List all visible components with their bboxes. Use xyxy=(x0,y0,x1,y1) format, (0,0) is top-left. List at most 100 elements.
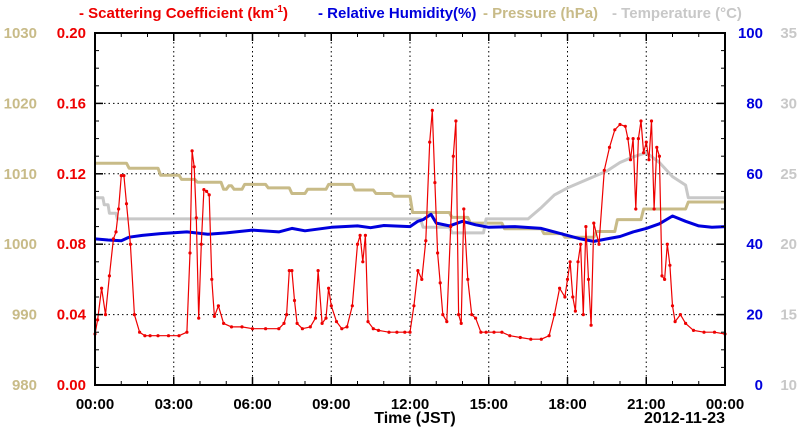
scattering-point xyxy=(712,330,717,334)
scattering-point xyxy=(457,313,461,317)
scattering-point xyxy=(665,242,669,246)
scattering-point xyxy=(428,140,432,144)
legend-label: Scattering Coefficient (km xyxy=(88,5,274,22)
scattering-point xyxy=(277,327,281,331)
scattering-point xyxy=(222,321,226,325)
legend-dash: - xyxy=(612,5,621,22)
scattering-point xyxy=(639,119,643,123)
x-tick-label: 15:00 xyxy=(470,396,508,413)
scattering-point xyxy=(290,269,294,273)
scattering-point xyxy=(552,313,557,317)
humidity-tick-label: 20 xyxy=(746,307,763,324)
scattering-point xyxy=(484,330,488,334)
scattering-point xyxy=(358,233,362,237)
legend-scattering: - Scattering Coefficient (km-1) xyxy=(79,4,288,22)
scattering-series xyxy=(93,108,727,341)
scattering-point xyxy=(300,327,304,331)
scattering-point xyxy=(479,330,483,334)
pressure-tick-label: 1030 xyxy=(4,25,37,42)
pressure-tick-label: 980 xyxy=(12,377,37,394)
scattering-point xyxy=(655,145,659,149)
scattering-point xyxy=(324,316,328,320)
scattering-point xyxy=(340,327,344,331)
scattering-tick-label: 0.16 xyxy=(57,95,86,112)
scattering-point xyxy=(103,313,108,317)
scattering-point xyxy=(563,295,567,299)
temperature-series xyxy=(95,151,725,235)
scattering-point xyxy=(438,281,442,285)
scattering-point xyxy=(334,320,339,324)
scattering-point xyxy=(117,207,121,211)
scattering-point xyxy=(287,269,291,273)
scattering-point xyxy=(584,225,588,229)
legend-label-close: ) xyxy=(283,5,288,22)
scattering-point xyxy=(579,242,583,246)
scattering-point xyxy=(602,168,606,172)
scattering-point xyxy=(668,263,672,267)
scattering-point xyxy=(462,207,466,211)
legend-dash: - xyxy=(483,5,492,22)
scattering-point xyxy=(420,277,424,281)
scattering-point xyxy=(376,328,381,332)
scattering-point xyxy=(361,260,365,264)
scattering-point xyxy=(111,237,115,241)
legend-dash: - xyxy=(318,5,327,22)
scattering-point xyxy=(264,327,268,331)
scattering-point xyxy=(316,269,320,273)
scattering-point xyxy=(433,181,437,185)
scattering-point xyxy=(576,260,580,264)
x-tick-label: 06:00 xyxy=(233,396,271,413)
scattering-point xyxy=(592,221,596,225)
scattering-point xyxy=(166,334,171,338)
x-tick-label: 00:00 xyxy=(76,396,114,413)
grid xyxy=(95,33,725,385)
scattering-point xyxy=(387,330,391,334)
x-tick-label: 12:00 xyxy=(391,396,429,413)
scattering-point xyxy=(441,313,445,317)
scattering-point xyxy=(96,318,100,322)
scattering-point xyxy=(518,335,522,340)
scattering-point xyxy=(445,320,449,324)
date-label: 2012-11-23 xyxy=(644,410,725,427)
scattering-point xyxy=(449,225,453,229)
scattering-point xyxy=(205,189,209,193)
legend-dash: - xyxy=(79,5,88,22)
scattering-point xyxy=(618,122,622,127)
scattering-point xyxy=(492,330,496,334)
scattering-point xyxy=(597,242,601,246)
legend-label: Relative Humidity(%) xyxy=(327,5,476,22)
humidity-tick-label: 100 xyxy=(738,25,763,42)
scattering-tick-label: 0.04 xyxy=(57,307,87,324)
scattering-tick-label: 0.20 xyxy=(57,25,86,42)
scattering-point xyxy=(565,277,570,281)
pressure-tick-label: 1010 xyxy=(4,166,37,183)
scattering-point xyxy=(691,328,696,332)
scattering-point xyxy=(607,145,612,149)
scattering-point xyxy=(678,313,683,317)
scattering-point xyxy=(673,320,677,324)
scattering-point xyxy=(613,128,617,132)
humidity-tick-label: 40 xyxy=(746,236,763,253)
x-tick-label: 21:00 xyxy=(627,396,665,413)
scattering-point xyxy=(647,158,651,162)
scattering-point xyxy=(371,327,375,331)
scattering-point xyxy=(702,330,706,334)
scattering-point xyxy=(197,316,201,320)
scattering-point xyxy=(634,207,638,211)
scattering-point xyxy=(416,269,420,273)
scattering-point xyxy=(202,188,206,192)
scattering-point xyxy=(313,316,318,320)
scattering-point xyxy=(670,304,675,308)
scattering-point xyxy=(199,242,203,246)
scattering-point xyxy=(212,314,216,318)
scattering-point xyxy=(649,119,654,123)
scattering-point xyxy=(210,277,214,281)
scattering-point xyxy=(138,330,142,334)
scattering-point xyxy=(107,274,111,278)
scattering-point xyxy=(581,313,585,317)
x-axis-title: Time (JST) xyxy=(374,410,456,427)
scattering-point xyxy=(194,216,198,220)
scattering-point xyxy=(529,337,533,341)
scattering-point xyxy=(355,242,360,246)
scattering-point xyxy=(124,202,129,206)
